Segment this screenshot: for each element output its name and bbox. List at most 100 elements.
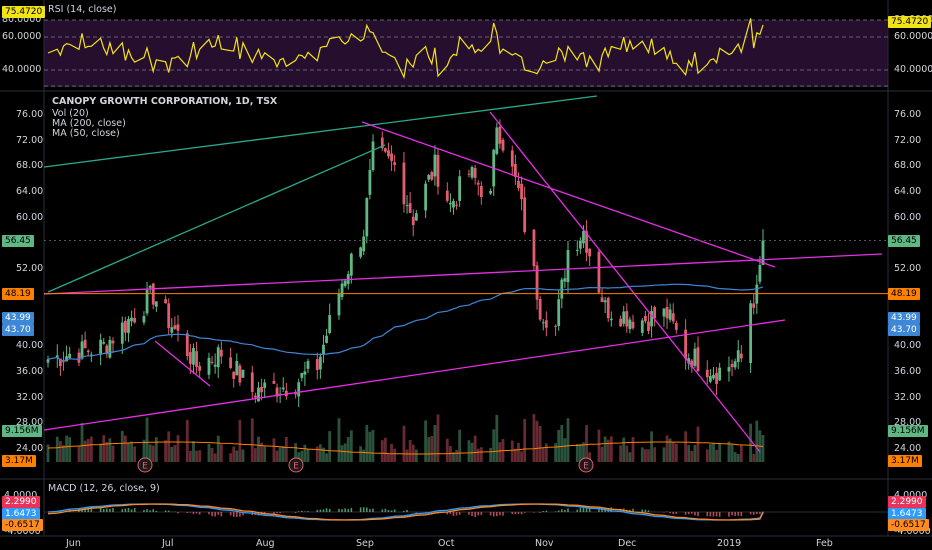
volume-bar: [715, 449, 718, 462]
candle: [213, 364, 217, 367]
volume-bar: [628, 452, 632, 462]
candle: [185, 333, 189, 356]
volume-bar: [640, 447, 644, 462]
candle: [687, 358, 691, 364]
indicator-ma50[interactable]: MA (50, close): [52, 128, 120, 139]
macd-histogram-bar: [366, 507, 368, 512]
macd-histogram-bar: [415, 512, 418, 513]
price-tick-left: 36.00: [16, 365, 44, 377]
volume-bar: [755, 420, 759, 462]
volume-bar: [216, 435, 220, 462]
volume-bar: [414, 449, 418, 462]
candle: [600, 297, 604, 302]
volume-bar: [108, 438, 112, 462]
macd-histogram-bar: [322, 509, 325, 512]
candle: [58, 358, 62, 367]
candle: [433, 154, 437, 177]
price-tick-left: 24.00: [16, 443, 44, 454]
volume-bar: [380, 440, 384, 462]
macd-histogram-bar: [112, 507, 114, 512]
macd-histogram-bar: [452, 512, 455, 516]
chart-title: CANOPY GROWTH CORPORATION, 1D, TSX: [52, 96, 278, 107]
candle: [455, 204, 458, 206]
candle: [452, 201, 455, 208]
volume-bar: [387, 453, 390, 462]
volume-bar: [653, 447, 657, 462]
candle: [80, 341, 84, 359]
macd-histogram-bar: [740, 512, 743, 517]
candle: [495, 127, 499, 154]
signal-badge-right: -0.6517: [888, 519, 929, 531]
candle: [362, 236, 366, 252]
ma50-badge-left: 43.99: [2, 311, 34, 324]
volume-bar: [213, 453, 217, 462]
volume-bar: [210, 447, 214, 462]
macd-histogram-bar: [229, 512, 232, 516]
candle: [411, 216, 415, 226]
macd-histogram-bar: [737, 512, 740, 516]
price-tick-right: 52.00: [894, 263, 922, 275]
volume-ma-line: [47, 441, 764, 455]
indicator-ma200[interactable]: MA (200, close): [52, 118, 126, 129]
level-badge-right: 48.19: [888, 287, 920, 300]
macd-histogram-bar: [186, 512, 189, 514]
macd-histogram-bar: [582, 507, 585, 512]
candle: [749, 303, 753, 363]
candle: [582, 230, 585, 244]
candle: [349, 253, 353, 276]
macd-histogram-bar: [390, 510, 393, 512]
indicator-volume[interactable]: Vol (20): [52, 108, 89, 119]
volume-bar: [371, 429, 375, 462]
candle: [281, 387, 285, 390]
macd-histogram-bar: [149, 510, 151, 512]
candle: [427, 174, 431, 180]
magenta-trendline: [43, 319, 786, 431]
candle: [343, 280, 347, 287]
volume-bar: [619, 445, 623, 462]
macd-histogram-bar: [545, 510, 548, 512]
macd-histogram-bar: [127, 507, 130, 512]
macd-histogram-bar: [106, 508, 108, 512]
candle: [523, 197, 527, 233]
macd-histogram-bar: [706, 512, 709, 517]
volume-bar: [650, 431, 653, 462]
price-tick-left: 52.00: [16, 263, 44, 275]
level-badge-left: 48.19: [2, 287, 34, 300]
volume-bar: [306, 449, 310, 462]
rsi-value-badge-right: 75.4720: [888, 16, 932, 28]
candle: [557, 299, 561, 326]
macd-histogram-bar: [588, 508, 591, 512]
candle: [380, 137, 384, 149]
volume-bar: [563, 438, 567, 462]
macd-histogram-bar: [344, 508, 346, 512]
volume-bar: [752, 453, 756, 462]
candle: [628, 319, 632, 330]
time-axis-label: Sep: [356, 538, 374, 549]
volume-bar: [433, 425, 437, 462]
volume-bar: [148, 444, 152, 462]
candle: [708, 376, 712, 382]
macd-histogram-bar: [307, 511, 309, 512]
candle: [272, 380, 276, 384]
volume-bar: [554, 443, 558, 462]
candle: [393, 162, 397, 165]
volume-bar: [600, 446, 604, 462]
volume-bar: [272, 438, 276, 462]
close-badge-left: 56.45: [2, 234, 34, 247]
candle: [263, 382, 267, 388]
volume-bar: [368, 431, 372, 462]
candle: [195, 351, 198, 367]
macd-histogram-bar: [164, 510, 167, 512]
macd-histogram-bar: [697, 512, 699, 517]
volume-bar: [445, 438, 449, 462]
volume-bar: [238, 419, 242, 462]
macd-histogram-bar: [239, 512, 241, 517]
volume-bar: [318, 444, 322, 462]
macd-histogram-bar: [684, 512, 687, 515]
macd-histogram-bar: [84, 509, 86, 512]
volume-bar: [575, 443, 579, 462]
volume-bar: [560, 424, 564, 462]
volume-bar: [328, 431, 332, 462]
candle: [130, 317, 133, 322]
